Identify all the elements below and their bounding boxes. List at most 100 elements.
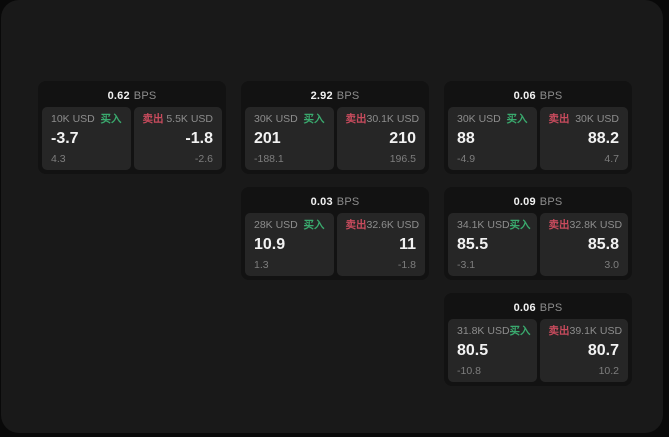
quote-card: 2.92 BPS 30K USD 买入 201 -188.1 卖出 30.1K … [241, 81, 429, 174]
card-header: 0.06 BPS [448, 297, 628, 319]
quote-cards-grid: 0.62 BPS 10K USD 买入 -3.7 4.3 卖出 5.5K USD… [38, 81, 632, 386]
bps-unit-label: BPS [336, 196, 360, 208]
quote-card: 0.09 BPS 34.1K USD 买入 85.5 -3.1 卖出 32.8K… [444, 187, 632, 280]
sell-delta: 196.5 [389, 152, 416, 165]
buy-size-label: 30K USD [457, 113, 501, 125]
sell-delta: 4.7 [604, 152, 619, 165]
buy-price: 88 [457, 130, 475, 147]
sell-badge: 卖出 [142, 113, 164, 125]
sell-tile[interactable]: 卖出 39.1K USD 80.7 10.2 [539, 319, 628, 382]
sell-badge: 卖出 [345, 219, 367, 231]
buy-delta: -4.9 [457, 152, 476, 165]
bps-unit-label: BPS [133, 90, 157, 102]
sell-badge: 卖出 [345, 113, 367, 125]
buy-tile[interactable]: 28K USD 买入 10.9 1.3 [245, 213, 334, 276]
buy-tile-header: 28K USD 买入 [254, 220, 325, 231]
quote-tiles: 28K USD 买入 10.9 1.3 卖出 32.6K USD 11 -1.8 [245, 213, 425, 276]
buy-size-label: 10K USD [51, 113, 95, 125]
sell-price: 210 [389, 130, 416, 147]
bps-value: 0.09 [513, 196, 536, 208]
buy-badge: 买入 [506, 113, 528, 125]
sell-delta: 3.0 [604, 258, 619, 271]
card-header: 0.09 BPS [448, 191, 628, 213]
quote-card: 0.62 BPS 10K USD 买入 -3.7 4.3 卖出 5.5K USD… [38, 81, 226, 174]
sell-tile-header: 卖出 32.6K USD [345, 219, 420, 231]
sell-tile-header: 卖出 39.1K USD [548, 325, 623, 337]
sell-tile-header: 卖出 30.1K USD [345, 113, 420, 125]
buy-tile[interactable]: 34.1K USD 买入 85.5 -3.1 [448, 213, 537, 276]
quote-tiles: 30K USD 买入 88 -4.9 卖出 30K USD 88.2 4.7 [448, 107, 628, 170]
buy-delta: -10.8 [457, 364, 481, 377]
sell-size-label: 5.5K USD [166, 113, 213, 125]
quote-card: 0.06 BPS 31.8K USD 买入 80.5 -10.8 卖出 39.1… [444, 293, 632, 386]
card-header: 0.03 BPS [245, 191, 425, 213]
sell-price: 11 [399, 236, 416, 253]
sell-tile-header: 卖出 5.5K USD [143, 114, 214, 125]
sell-tile[interactable]: 卖出 30K USD 88.2 4.7 [539, 107, 628, 170]
buy-delta: -3.1 [457, 258, 476, 271]
sell-badge: 卖出 [548, 113, 570, 125]
buy-delta: -188.1 [254, 152, 284, 165]
buy-badge: 买入 [100, 113, 122, 125]
buy-badge: 买入 [303, 113, 325, 125]
buy-badge: 买入 [509, 219, 531, 231]
buy-price: -3.7 [51, 130, 79, 147]
sell-tile[interactable]: 卖出 32.8K USD 85.8 3.0 [539, 213, 628, 276]
quote-card: 0.06 BPS 30K USD 买入 88 -4.9 卖出 30K USD 8… [444, 81, 632, 174]
quote-card: 0.03 BPS 28K USD 买入 10.9 1.3 卖出 32.6K US… [241, 187, 429, 280]
bps-unit-label: BPS [539, 302, 563, 314]
sell-tile[interactable]: 卖出 30.1K USD 210 196.5 [336, 107, 425, 170]
buy-tile[interactable]: 31.8K USD 买入 80.5 -10.8 [448, 319, 537, 382]
sell-tile[interactable]: 卖出 5.5K USD -1.8 -2.6 [133, 107, 222, 170]
bps-unit-label: BPS [336, 90, 360, 102]
sell-price: 85.8 [587, 236, 619, 253]
card-header: 0.62 BPS [42, 85, 222, 107]
sell-delta: -1.8 [397, 258, 416, 271]
buy-price: 10.9 [254, 236, 286, 253]
buy-size-label: 34.1K USD [457, 219, 510, 231]
sell-size-label: 30K USD [575, 113, 619, 125]
bps-value: 0.03 [310, 196, 333, 208]
quote-tiles: 30K USD 买入 201 -188.1 卖出 30.1K USD 210 1… [245, 107, 425, 170]
sell-tile-header: 卖出 30K USD [549, 114, 620, 125]
buy-price: 85.5 [457, 236, 489, 253]
sell-delta: -2.6 [194, 152, 213, 165]
buy-delta: 1.3 [254, 258, 269, 271]
sell-badge: 卖出 [548, 219, 570, 231]
sell-tile[interactable]: 卖出 32.6K USD 11 -1.8 [336, 213, 425, 276]
buy-price: 80.5 [457, 342, 489, 359]
buy-size-label: 30K USD [254, 113, 298, 125]
sell-size-label: 39.1K USD [569, 325, 623, 337]
buy-badge: 买入 [509, 325, 531, 337]
sell-price: 88.2 [587, 130, 619, 147]
quote-tiles: 34.1K USD 买入 85.5 -3.1 卖出 32.8K USD 85.8… [448, 213, 628, 276]
buy-delta: 4.3 [51, 152, 66, 165]
buy-price: 201 [254, 130, 281, 147]
buy-tile-header: 10K USD 买入 [51, 114, 122, 125]
bps-unit-label: BPS [539, 90, 563, 102]
buy-size-label: 31.8K USD [457, 325, 510, 337]
sell-size-label: 32.8K USD [569, 219, 623, 231]
buy-tile-header: 30K USD 买入 [457, 114, 528, 125]
sell-size-label: 30.1K USD [366, 113, 420, 125]
buy-tile-header: 31.8K USD 买入 [457, 325, 531, 337]
bps-value: 2.92 [310, 90, 333, 102]
buy-size-label: 28K USD [254, 219, 298, 231]
sell-price: 80.7 [587, 342, 619, 359]
bps-value: 0.62 [107, 90, 130, 102]
sell-tile-header: 卖出 32.8K USD [548, 219, 623, 231]
bps-value: 0.06 [513, 302, 536, 314]
sell-size-label: 32.6K USD [366, 219, 420, 231]
card-header: 0.06 BPS [448, 85, 628, 107]
buy-tile[interactable]: 30K USD 买入 201 -188.1 [245, 107, 334, 170]
sell-price: -1.8 [185, 130, 213, 147]
buy-tile-header: 30K USD 买入 [254, 114, 325, 125]
buy-tile-header: 34.1K USD 买入 [457, 219, 531, 231]
sell-delta: 10.2 [598, 364, 619, 377]
buy-tile[interactable]: 30K USD 买入 88 -4.9 [448, 107, 537, 170]
sell-badge: 卖出 [548, 325, 570, 337]
quote-tiles: 31.8K USD 买入 80.5 -10.8 卖出 39.1K USD 80.… [448, 319, 628, 382]
buy-badge: 买入 [303, 219, 325, 231]
buy-tile[interactable]: 10K USD 买入 -3.7 4.3 [42, 107, 131, 170]
